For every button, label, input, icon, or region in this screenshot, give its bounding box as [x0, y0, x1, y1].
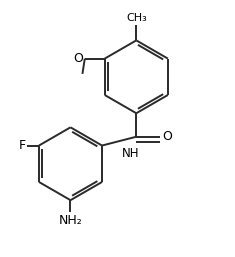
Text: NH: NH	[121, 147, 139, 160]
Text: O: O	[74, 52, 84, 65]
Text: NH₂: NH₂	[59, 214, 82, 227]
Text: O: O	[163, 130, 172, 143]
Text: F: F	[19, 139, 26, 152]
Text: CH₃: CH₃	[126, 13, 147, 23]
